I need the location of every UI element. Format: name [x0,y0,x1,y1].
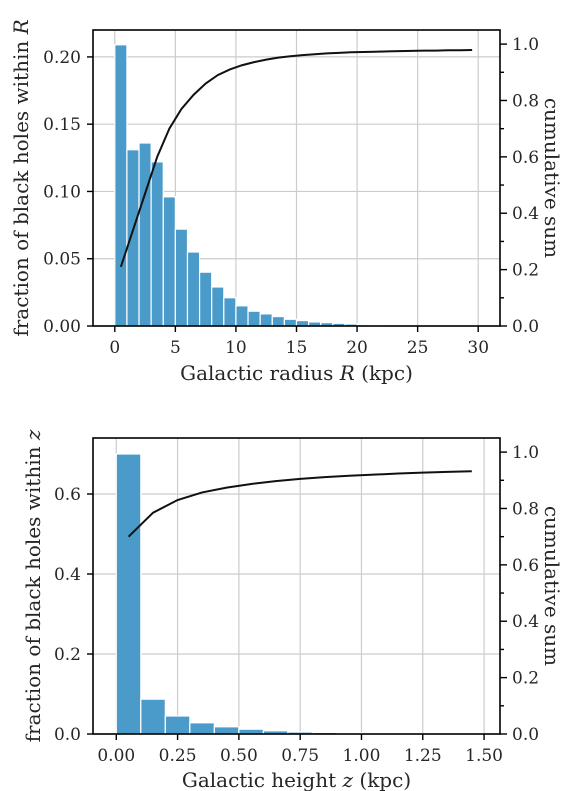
x-tick-label: 10 [225,338,247,358]
histogram-bar [283,318,298,327]
y-tick-label: 0.20 [43,48,81,68]
histogram-bar [213,726,240,735]
y-tick-label: 0.00 [43,317,81,337]
y-tick-label: 0.0 [54,725,81,745]
cumulative-sum-line [127,470,472,538]
histogram-bar [247,310,261,327]
y2-tick-label: 0.0 [512,725,539,745]
x-tick-label: 0 [109,338,120,358]
y-tick-label: 0.05 [43,250,81,270]
gridlines [93,30,500,327]
histogram-bar [223,297,237,327]
histogram-bar [235,305,249,327]
histogram-bar [138,142,152,327]
y-tick-label: 0.4 [54,565,81,585]
x-tick-label: 5 [170,338,181,358]
x-tick-label: 0.75 [281,746,319,766]
y2-tick-label: 0.0 [512,317,539,337]
cumulative-sum-line [119,49,473,268]
histogram-bar [295,320,310,327]
histogram-bar [259,313,273,327]
y2-tick-label: 0.8 [512,499,539,519]
x-tick-label: 0.50 [220,746,258,766]
histogram-bar [189,722,215,735]
x-tick-label: 1.50 [465,746,503,766]
y2-tick-label: 0.2 [512,261,539,281]
y2-tick-label: 0.4 [512,612,539,632]
height-histogram-panel: 0.00 0.25 0.50 0.75 1.00 1.25 1.50 0.0 0.2 0.4 0.6… [21,429,562,791]
x-tick-label: 0.00 [97,746,135,766]
histogram-bar [211,286,225,327]
y-tick-label: 0.6 [54,485,81,505]
histogram-bars [114,44,382,327]
x-tick-label: 20 [346,338,368,358]
histogram-bar [162,196,176,327]
x-axis: 0 5 10 15 20 25 30 [109,326,489,358]
y-axis-label: fraction of black holes within z [21,429,45,742]
y2-axis-label: cumulative sum [540,506,562,666]
histogram-bar [186,251,201,327]
histogram-bar [140,698,166,735]
histogram-bar [150,161,164,327]
gridlines [93,438,500,735]
y2-tick-label: 0.4 [512,204,539,224]
histogram-bar [164,715,191,735]
histogram-bar [198,271,213,327]
radius-histogram-panel: 0 5 10 15 20 25 300.000.050.100.150.200.00.20.… [9,19,562,385]
y-tick-label: 0.2 [54,645,81,665]
y2-tick-label: 0.8 [512,91,539,111]
x-tick-label: 0.25 [159,746,197,766]
y-axis-label: fraction of black holes within R [9,19,33,336]
x-tick-label: 1.00 [343,746,381,766]
x-axis-label: Galactic height z (kpc) [182,768,411,791]
y-tick-label: 0.15 [43,115,81,135]
y-axis-right: 0.0 0.2 0.4 0.6 0.8 1.0 [500,443,539,745]
y2-tick-label: 1.0 [512,443,539,463]
histogram-bar [115,453,142,735]
histogram-bar [174,228,189,327]
x-axis: 0.00 0.25 0.50 0.75 1.00 1.25 1.50 [97,734,503,766]
y2-axis-label: cumulative sum [540,98,562,258]
plot-frame [92,437,501,735]
histogram-bar [126,149,140,327]
y2-tick-label: 0.2 [512,669,539,689]
y2-tick-label: 1.0 [512,35,539,55]
y2-tick-label: 0.6 [512,148,539,168]
y2-tick-label: 0.6 [512,556,539,576]
x-tick-label: 30 [467,338,489,358]
histogram-bar [271,315,285,327]
y-axis-left: 0.00 0.05 0.10 0.15 0.20 [43,48,93,337]
x-tick-label: 1.25 [404,746,442,766]
x-tick-label: 15 [286,338,308,358]
histogram-bar [114,44,128,327]
y-axis-left: 0.0 0.2 0.4 0.6 [54,485,93,745]
y-tick-label: 0.10 [43,182,81,202]
y-axis-right: 0.0 0.2 0.4 0.6 0.8 1.0 [500,35,539,337]
x-axis-label: Galactic radius R (kpc) [180,361,413,385]
x-tick-label: 25 [407,338,429,358]
